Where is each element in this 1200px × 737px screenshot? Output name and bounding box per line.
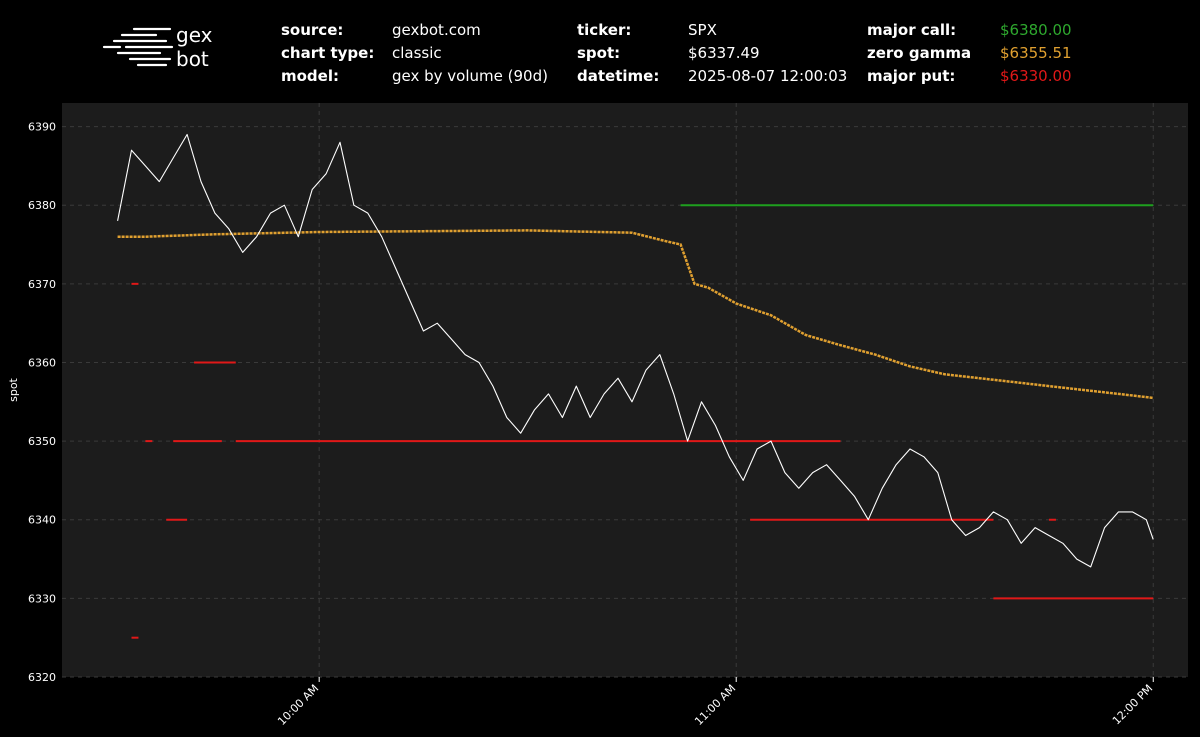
zero-gamma-line (117, 229, 1154, 400)
y-axis: 6320 6330 6340 6350 6360 6370 6380 6390 (28, 121, 56, 684)
zero-gamma-value: $6355.51 (1000, 44, 1072, 62)
y-tick-label: 6360 (28, 356, 56, 369)
datetime-value: 2025-08-07 12:00:03 (688, 67, 848, 85)
y-tick-label: 6370 (28, 278, 56, 291)
y-tick-label: 6380 (28, 199, 56, 212)
y-tick-label: 6350 (28, 435, 56, 448)
spot-value: $6337.49 (688, 44, 760, 62)
svg-text:bot: bot (176, 47, 209, 71)
chart-type-value: classic (392, 44, 442, 62)
y-tick-label: 6340 (28, 514, 56, 527)
level-lines (117, 204, 1154, 639)
zero-gamma-label: zero gamma (867, 44, 972, 62)
x-tick-label: 10:00 AM (275, 682, 321, 728)
y-tick-label: 6320 (28, 671, 56, 684)
x-tick-label: 11:00 AM (692, 682, 738, 728)
y-tick-label: 6390 (28, 121, 56, 134)
major-put-label: major put: (867, 67, 956, 85)
ticker-value: SPX (688, 21, 717, 39)
svg-text:gex: gex (176, 23, 213, 47)
header-col2-labels: ticker: spot: datetime: (577, 19, 659, 88)
chart-type-label: chart type: (281, 44, 375, 62)
gexbot-logo: gex bot (102, 23, 213, 71)
header-col2-values: SPX $6337.49 2025-08-07 12:00:03 (688, 19, 847, 88)
source-value: gexbot.com (392, 21, 481, 39)
y-axis-label: spot (7, 377, 20, 401)
y-tick-label: 6330 (28, 592, 56, 605)
source-label: source: (281, 21, 344, 39)
spot-line (117, 133, 1154, 568)
datetime-label: datetime: (577, 67, 660, 85)
ticker-label: ticker: (577, 21, 632, 39)
major-put-value: $6330.00 (1000, 67, 1072, 85)
x-axis: 10:00 AM 11:00 AM 12:00 PM (275, 677, 1155, 728)
model-value: gex by volume (90d) (392, 67, 548, 85)
major-call-label: major call: (867, 21, 957, 39)
header-col3-values: $6380.00 $6355.51 $6330.00 (1000, 19, 1072, 88)
spot-series (117, 133, 1154, 568)
spot-label: spot: (577, 44, 621, 62)
header-col3-labels: major call: zero gamma major put: (867, 19, 971, 88)
x-tick-label: 12:00 PM (1110, 682, 1155, 727)
model-label: model: (281, 67, 339, 85)
major-call-value: $6380.00 (1000, 21, 1072, 39)
header-col1-labels: source: chart type: model: (281, 19, 374, 88)
header-col1-values: gexbot.com classic gex by volume (90d) (392, 19, 548, 88)
